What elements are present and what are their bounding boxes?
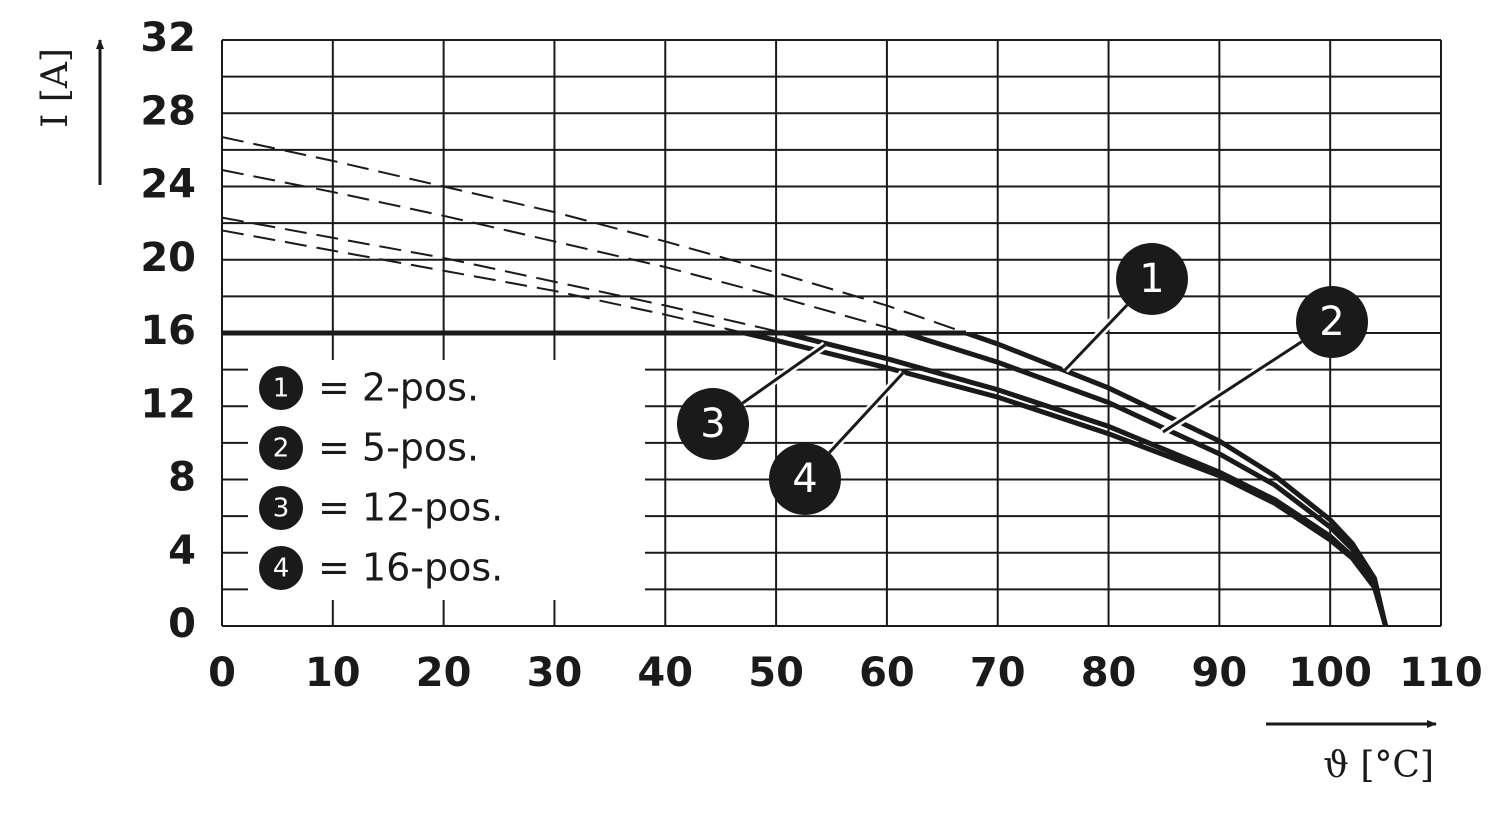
leader-line [1063, 303, 1129, 372]
series-line [892, 332, 1389, 627]
callout-label: 2 [1319, 299, 1344, 345]
x-tick-label: 70 [970, 650, 1026, 696]
legend-badge-label: 4 [273, 554, 290, 584]
callout-badge [677, 388, 749, 460]
y-tick-label: 0 [168, 601, 196, 647]
legend-badge [259, 486, 303, 530]
x-tick-label: 100 [1288, 650, 1372, 696]
y-tick-label: 16 [140, 308, 196, 354]
x-tick-label: 30 [527, 650, 583, 696]
y-tick-label: 28 [140, 88, 196, 134]
callout-badge [1296, 286, 1368, 358]
y-tick-label: 32 [140, 15, 196, 61]
y-tick-label: 12 [140, 381, 196, 427]
legend-label: = 5-pos. [318, 426, 479, 470]
x-tick-label: 110 [1399, 650, 1483, 696]
legend-badge-label: 3 [273, 494, 290, 524]
x-tick-label: 50 [748, 650, 804, 696]
callout-badge [769, 443, 841, 515]
legend-badge [259, 546, 303, 590]
legend-label: = 2-pos. [318, 366, 479, 410]
x-tick-label: 80 [1081, 650, 1137, 696]
x-tick-label: 20 [416, 650, 472, 696]
callout-label: 4 [792, 456, 817, 502]
legend-badge [259, 426, 303, 470]
legend-label: = 16-pos. [318, 546, 503, 590]
x-tick-label: 90 [1192, 650, 1248, 696]
x-axis-label: ϑ [°C] [1323, 745, 1434, 786]
series-line [955, 332, 1389, 627]
x-tick-label: 10 [305, 650, 361, 696]
legend-badge-label: 2 [273, 434, 290, 464]
y-tick-label: 24 [140, 162, 196, 208]
legend-box [248, 360, 645, 600]
series-dashed [221, 216, 1387, 627]
leader-line [741, 343, 826, 405]
x-tick-label: 60 [859, 650, 915, 696]
series-dashed [221, 229, 1387, 627]
callout-label: 1 [1139, 256, 1164, 302]
callout-label: 3 [700, 401, 725, 447]
x-tick-label: 40 [637, 650, 693, 696]
x-tick-label: 0 [208, 650, 236, 696]
legend-badge [259, 366, 303, 410]
series-line [729, 332, 1388, 627]
y-tick-label: 20 [140, 235, 196, 281]
legend-badge-label: 1 [273, 374, 290, 404]
leader-line [1162, 340, 1303, 434]
y-tick-label: 4 [168, 528, 196, 574]
leader-line [828, 371, 905, 454]
callout-badge [1116, 243, 1188, 315]
legend-label: = 12-pos. [318, 486, 503, 530]
y-axis-label: I [A] [35, 48, 76, 128]
y-tick-label: 8 [168, 455, 196, 501]
